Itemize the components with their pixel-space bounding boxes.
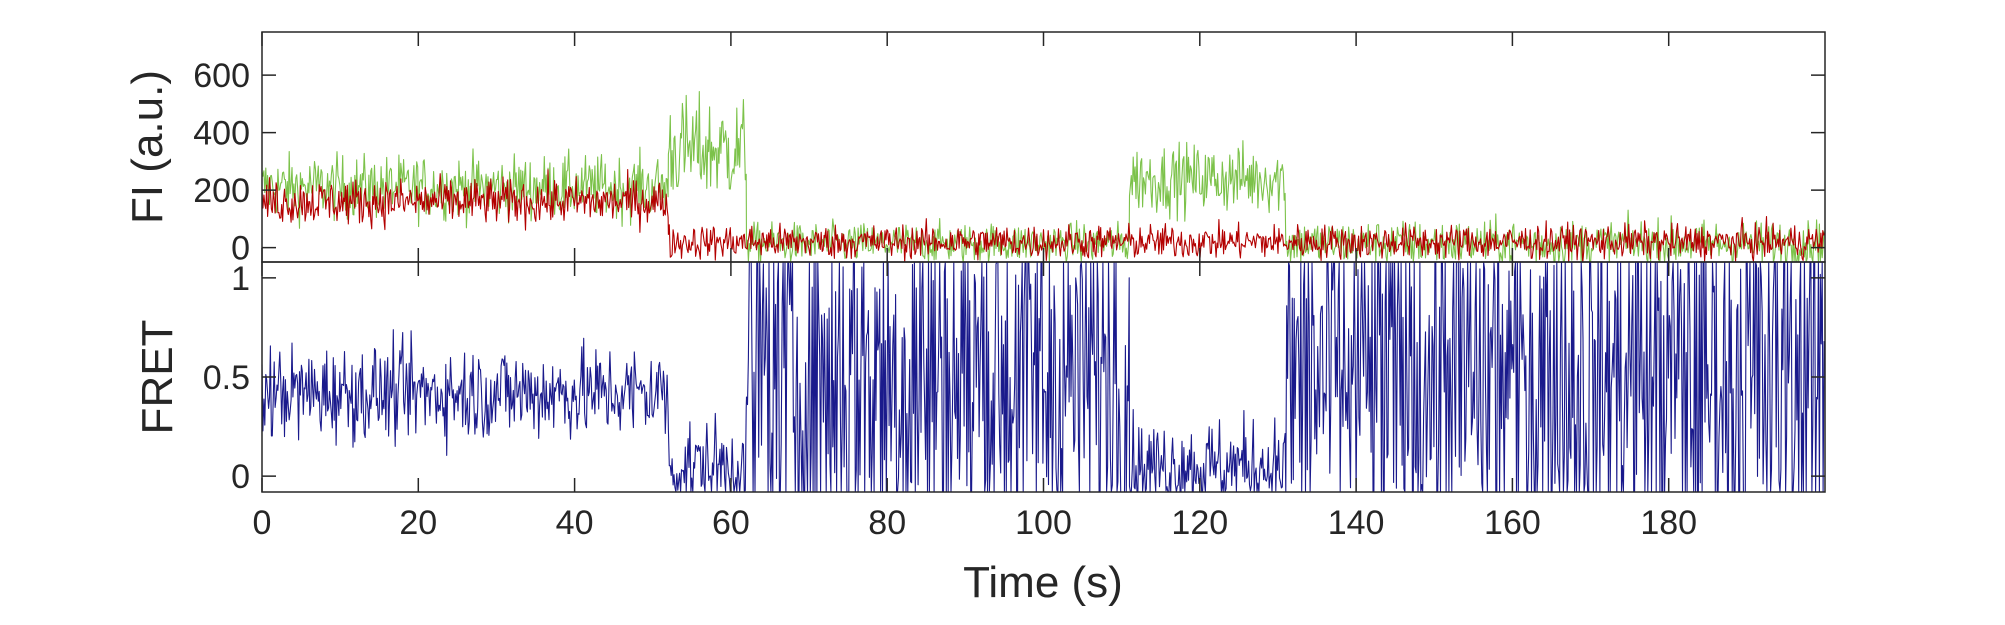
time-x-tick-label: 100 (1015, 504, 1072, 542)
time-x-tick-label: 120 (1171, 504, 1228, 542)
fluorescence-y-tick-label: 200 (193, 172, 250, 210)
fluorescence-y-tick-label: 600 (193, 57, 250, 95)
time-x-tick-label: 60 (712, 504, 750, 542)
time-x-axis-label: Time (s) (963, 558, 1123, 607)
time-x-tick-label: 180 (1640, 504, 1697, 542)
time-x-tick-label: 160 (1484, 504, 1541, 542)
fret-panel: 00.51 0 20 40 60 80 100 120 140 160 180 FRET Time… (133, 32, 1826, 607)
acceptor-trace-line (261, 168, 1826, 263)
fluorescence-panel: 0 200 400 600 FI (a.u.) (123, 31, 1826, 268)
fluorescence-axes-frame (261, 31, 1826, 263)
time-x-ticks: 0 20 40 60 80 100 120 140 160 180 (253, 32, 1697, 542)
fluorescence-y-axis-label: FI (a.u.) (123, 70, 172, 224)
fluorescence-y-ticks: 0 200 400 600 (193, 57, 1825, 268)
fret-y-tick-label: 0.5 (203, 359, 250, 397)
time-x-tick-label: 20 (399, 504, 437, 542)
fret-trace (261, 261, 1825, 493)
fret-y-tick-label: 0 (231, 458, 250, 496)
time-x-tick-label: 80 (868, 504, 906, 542)
time-x-tick-label: 0 (253, 504, 272, 542)
fluorescence-y-tick-label: 0 (231, 230, 250, 268)
fret-y-axis-label: FRET (133, 320, 182, 435)
fluorescence-traces (261, 91, 1826, 263)
fret-y-ticks: 00.51 (203, 260, 1825, 496)
time-x-tick-label: 140 (1328, 504, 1385, 542)
fret-trace-line (261, 261, 1825, 493)
fret-y-tick-label: 1 (231, 260, 250, 298)
time-x-tick-label: 40 (556, 504, 594, 542)
fluorescence-y-tick-label: 400 (193, 115, 250, 153)
